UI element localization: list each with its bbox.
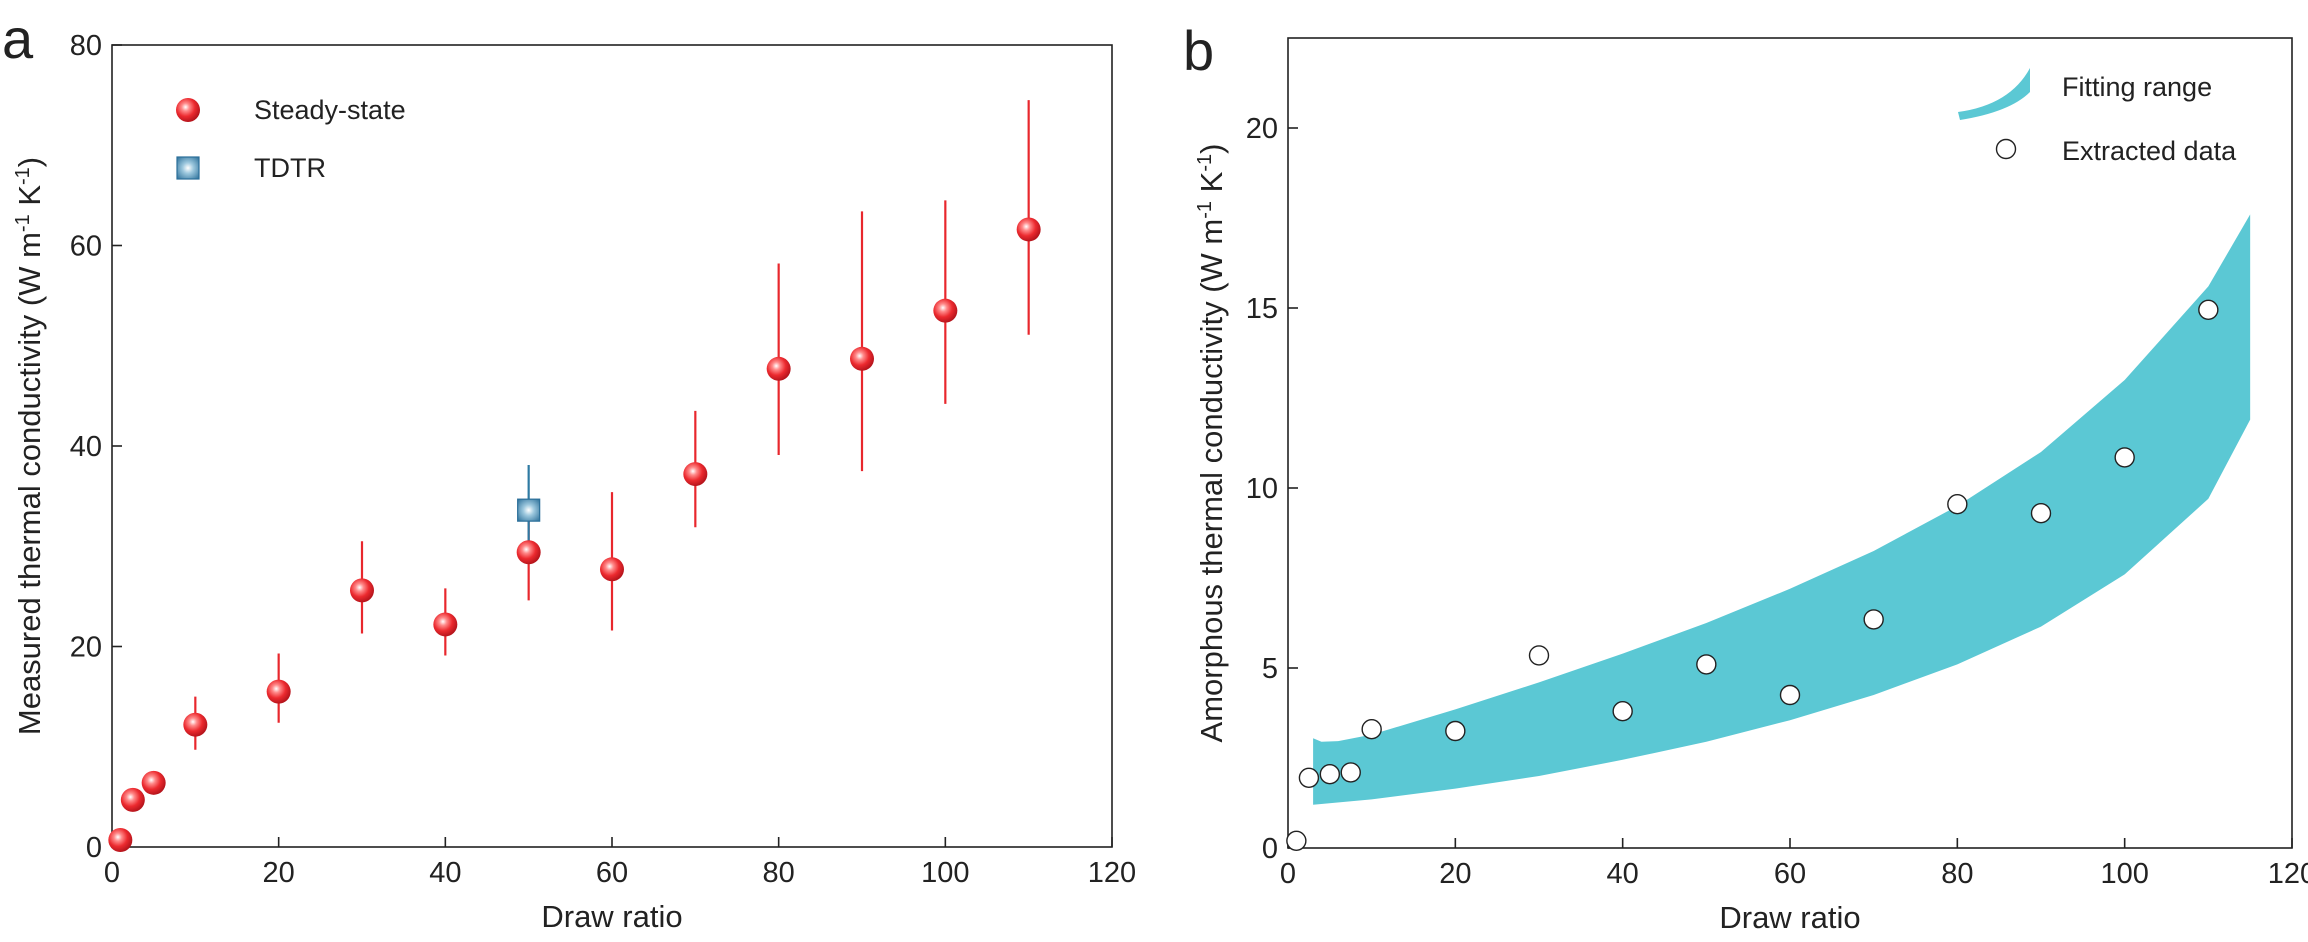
panel-b-extracted-data-point bbox=[1319, 764, 1341, 785]
panel-a-y-tick-label: 20 bbox=[70, 632, 102, 664]
panel-a-steady-state-point bbox=[350, 578, 374, 603]
panel-b-x-tick-label: 40 bbox=[1607, 858, 1639, 890]
panel-b-extracted-data-point bbox=[2114, 447, 2135, 468]
panel-b-extracted-data-point bbox=[1286, 830, 1307, 851]
panel-a-letter: a bbox=[2, 7, 34, 70]
panel-b-extracted-data-point bbox=[1361, 719, 1382, 740]
panel-a-steady-state-point bbox=[120, 787, 145, 812]
panel-a-y-tick-label: 60 bbox=[70, 231, 102, 263]
panel-b-extracted-data-point bbox=[1528, 645, 1550, 666]
panel-a-y-tick-label: 0 bbox=[86, 832, 102, 864]
panel-a-x-tick-label: 80 bbox=[763, 857, 795, 889]
panel-b-y-axis-title-mid: K bbox=[1194, 171, 1229, 201]
panel-b-extracted-data-point bbox=[1947, 494, 1968, 515]
panel-b-x-tick-label: 60 bbox=[1774, 858, 1806, 890]
panel-a-legend-tdtr-label: TDTR bbox=[254, 153, 326, 183]
panel-b-x-axis-title: Draw ratio bbox=[1719, 900, 1860, 935]
panel-b-legend-extracted-data-marker bbox=[1995, 138, 2017, 160]
panel-b-extracted-data-point bbox=[1298, 767, 1320, 788]
panel-a-x-tick-label: 0 bbox=[104, 857, 120, 889]
panel-a-legend-steady-state-marker bbox=[176, 98, 200, 122]
panel-a-x-axis-title: Draw ratio bbox=[541, 899, 682, 934]
panel-b-x-tick-label: 100 bbox=[2100, 858, 2148, 890]
panel-b-extracted-data-point bbox=[1612, 701, 1633, 722]
panel-b-extracted-data-point bbox=[1696, 654, 1717, 675]
panel-a-legend-tdtr-marker bbox=[176, 156, 200, 180]
panel-b-y-axis-title-main: Amorphous thermal conductivity (W m bbox=[1194, 219, 1229, 743]
panel-b-y-axis-title-sup1: -1 bbox=[1194, 201, 1216, 219]
panel-a-legend-steady-state-label: Steady-state bbox=[254, 95, 406, 125]
panel-a-x-tick-label: 100 bbox=[921, 857, 969, 889]
panel-b-x-tick-label: 120 bbox=[2268, 858, 2308, 890]
panel-a-y-axis-title-main: Measured thermal conductivity (W m bbox=[12, 232, 47, 735]
panel-a-x-tick-label: 120 bbox=[1088, 857, 1136, 889]
panel-a-y-tick-label: 40 bbox=[70, 431, 102, 463]
panel-b-y-tick-label: 15 bbox=[1246, 293, 1278, 325]
panel-a-tdtr-point bbox=[517, 498, 541, 522]
panel-b-y-tick-label: 10 bbox=[1246, 473, 1278, 505]
panel-b-extracted-data-point bbox=[2030, 503, 2052, 524]
panel-a-steady-state-point bbox=[933, 298, 958, 323]
panel-b-legend-extracted-data-label: Extracted data bbox=[2062, 136, 2237, 166]
panel-a-steady-state-point bbox=[600, 557, 624, 582]
panel-a-steady-state-point bbox=[433, 612, 458, 637]
panel-a-y-axis-title-sup2: -1 bbox=[12, 167, 34, 185]
panel-a-steady-state-point bbox=[183, 712, 208, 737]
panel-b-letter: b bbox=[1183, 19, 1214, 82]
panel-a-steady-state-point bbox=[516, 540, 541, 565]
panel-b-extracted-data-point bbox=[1779, 684, 1801, 706]
panel-b-extracted-data-point bbox=[1863, 609, 1884, 630]
panel-a-steady-state-point bbox=[766, 356, 791, 381]
panel-a-y-axis-title-sup1: -1 bbox=[12, 214, 34, 232]
panel-b-x-tick-label: 80 bbox=[1941, 858, 1973, 890]
panel-a-steady-state-point bbox=[266, 679, 291, 704]
panel-a-y-axis-title: Measured thermal conductivity (W m-1 K-1… bbox=[12, 157, 47, 735]
panel-b-y-tick-label: 20 bbox=[1246, 113, 1278, 145]
panel-a-x-tick-label: 60 bbox=[596, 857, 628, 889]
panel-a-steady-state-point bbox=[850, 346, 874, 371]
panel-a-y-axis-title-mid: K bbox=[12, 185, 47, 215]
panel-a-steady-state-point bbox=[108, 827, 133, 852]
panel-b-fitting-range-band bbox=[1313, 214, 2251, 805]
panel-b-x-tick-label: 20 bbox=[1439, 858, 1471, 890]
panel-a-x-tick-label: 40 bbox=[429, 857, 461, 889]
panel-a-steady-state-point bbox=[683, 462, 708, 487]
panel-b-extracted-data-point bbox=[2198, 299, 2219, 320]
panel-b-y-tick-label: 0 bbox=[1262, 833, 1278, 865]
panel-b-y-tick-label: 5 bbox=[1262, 653, 1278, 685]
panel-b-y-axis-title: Amorphous thermal conductivity (W m-1 K-… bbox=[1194, 144, 1229, 743]
panel-b-legend-fitting-range-label: Fitting range bbox=[2062, 72, 2212, 102]
panel-b-extracted-data-point bbox=[1340, 762, 1361, 783]
panel-a-x-tick-label: 20 bbox=[263, 857, 295, 889]
panel-b-extracted-data-point bbox=[1445, 720, 1466, 742]
panel-b-x-tick-label: 0 bbox=[1280, 858, 1296, 890]
panel-a-y-tick-label: 80 bbox=[70, 30, 102, 62]
panel-b-y-axis-title-end: ) bbox=[1194, 144, 1229, 154]
panel-a-steady-state-point bbox=[141, 770, 166, 795]
panel-a-y-axis-title-end: ) bbox=[12, 157, 47, 167]
panel-b-y-axis-title-sup2: -1 bbox=[1194, 154, 1216, 172]
panel-b-legend-fitting-range-swatch bbox=[1958, 68, 2030, 120]
panel-a-steady-state-point bbox=[1016, 217, 1041, 242]
